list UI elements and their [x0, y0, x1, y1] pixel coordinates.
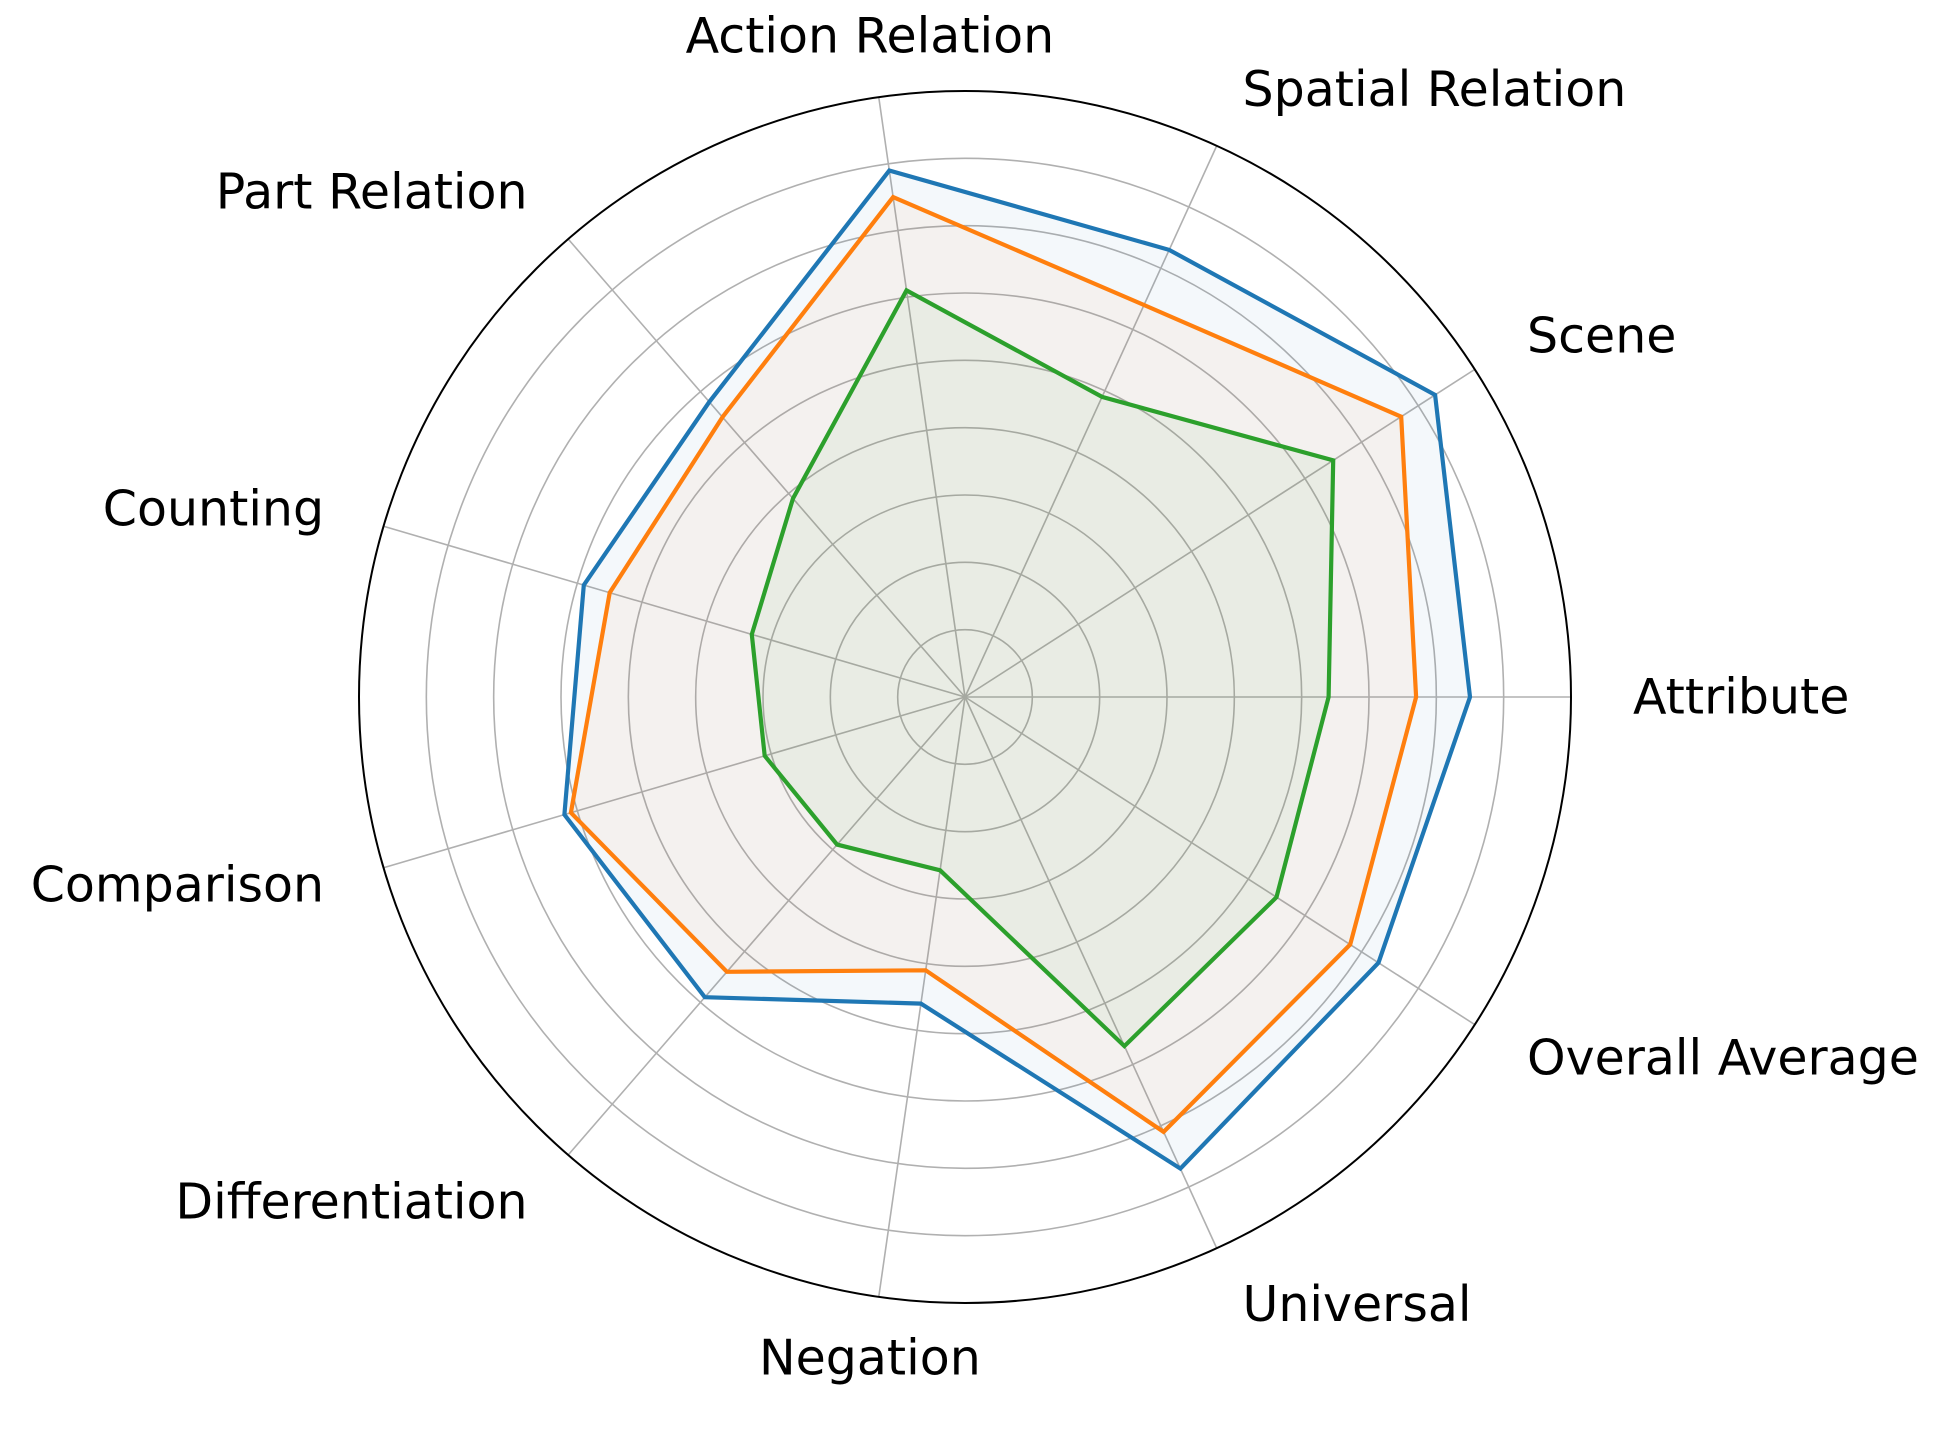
axis-label-universal: Universal [1243, 1276, 1472, 1333]
grid-spoke [383, 696, 966, 869]
series-2-area [570, 197, 1417, 1132]
grid-spoke [964, 145, 1218, 698]
axis-label-spatial-relation: Spatial Relation [1243, 61, 1627, 118]
grid-spoke [964, 696, 1476, 1026]
grid-spoke [964, 368, 1476, 698]
axis-label-attribute: Attribute [1633, 669, 1849, 726]
polar-frame [358, 90, 1572, 1304]
axis-label-negation: Negation [759, 1330, 981, 1387]
grid-spoke [567, 696, 966, 1156]
axis-label-differentiation: Differentiation [175, 1173, 527, 1230]
grid-spoke [567, 238, 966, 698]
axis-label-overall-average: Overall Average [1527, 1030, 1919, 1087]
series-1-area [564, 170, 1470, 1169]
series-3-line [749, 287, 1336, 1050]
axis-label-counting: Counting [103, 480, 324, 537]
axis-label-action-relation: Action Relation [686, 7, 1055, 64]
series-2-line [568, 194, 1419, 1135]
series-3-area [751, 290, 1334, 1047]
axis-label-scene: Scene [1527, 307, 1676, 364]
radar-series [562, 168, 1473, 1172]
grid-spoke [383, 525, 966, 698]
series-1-line [562, 168, 1473, 1172]
axis-label-part-relation: Part Relation [216, 164, 528, 221]
grid-spoke [964, 696, 1218, 1249]
axis-labels: Attribute Scene Spatial Relation Action Rel… [31, 7, 1919, 1386]
axis-label-comparison: Comparison [31, 857, 324, 914]
grid-spoke [877, 696, 966, 1297]
radar-grid [383, 97, 1571, 1297]
